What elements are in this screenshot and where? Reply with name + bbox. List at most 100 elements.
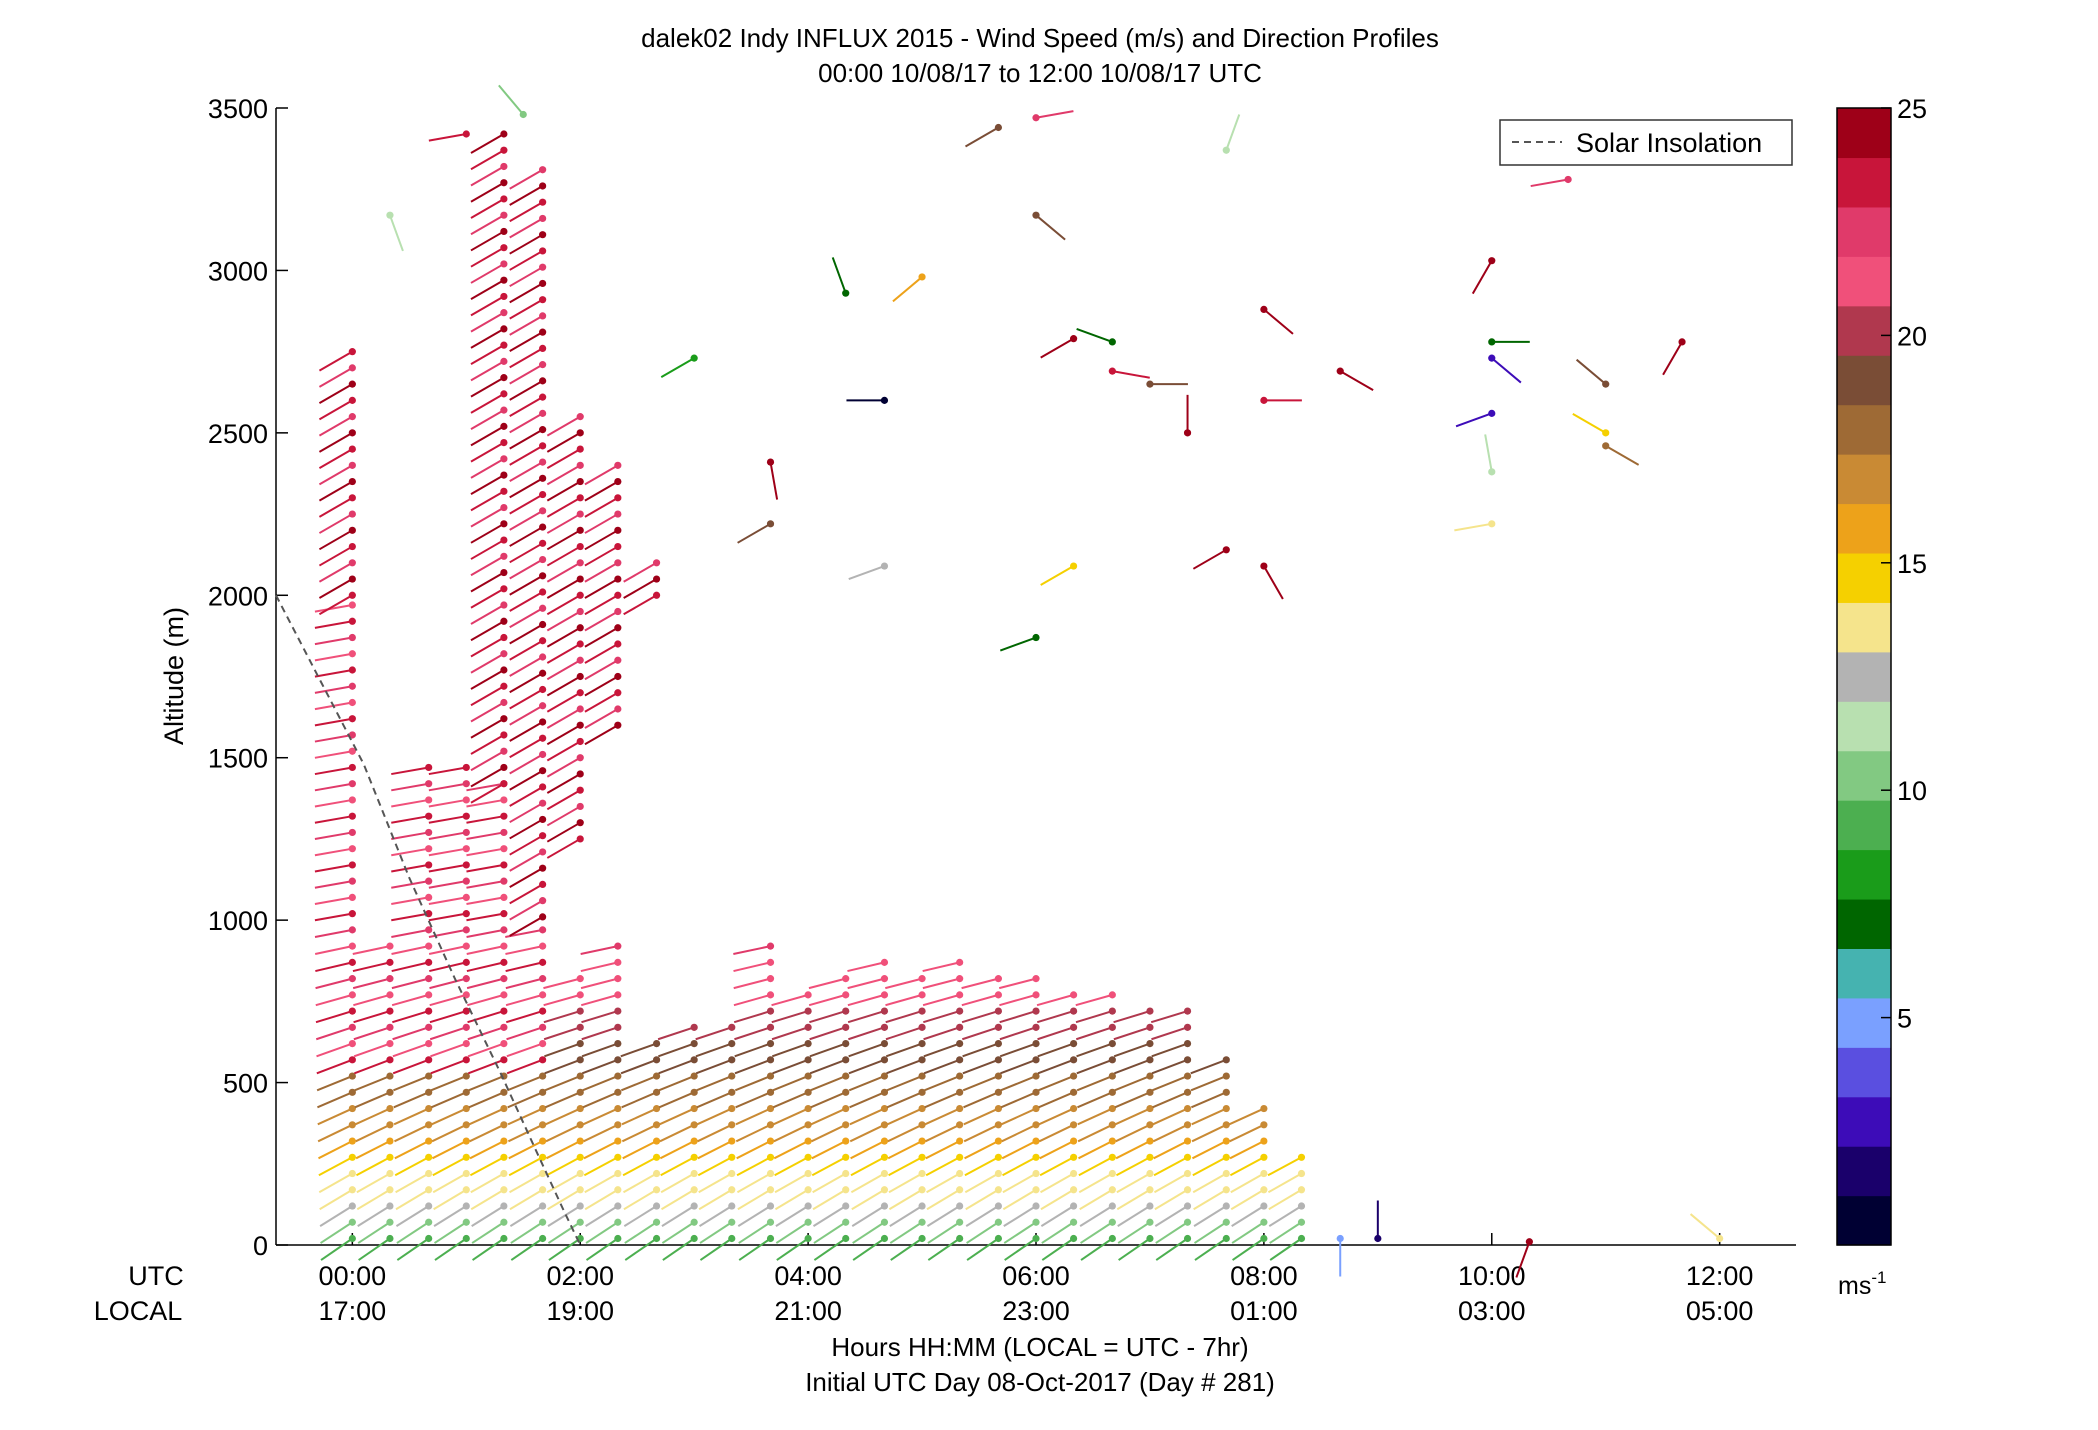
upper-barb-stem [470,230,505,252]
profile-barb-point [614,1121,622,1129]
profile-barb-point [462,828,470,837]
profile-barb-point [766,1072,775,1080]
profile-barb-point [766,1121,775,1129]
profile-barb-point [348,1202,356,1210]
upper-barb-point [348,542,356,551]
profile-barb-point [386,1039,394,1048]
profile-barb-point [994,1169,1002,1178]
profile-barb-stem [885,1010,923,1024]
upper-barb-stem [470,133,505,154]
scattered-barb-point [1183,429,1192,437]
upper-barb-point [539,783,547,791]
profile-barb-point [880,1186,889,1194]
profile-barb-stem [623,1205,658,1228]
profile-barb-point [1070,1169,1078,1178]
profile-barb-point [348,698,356,707]
upper-barb-stem [509,607,544,629]
scattered-barb-point [1032,211,1040,219]
upper-barb-stem [470,344,505,366]
profile-barb-stem [1001,1140,1037,1160]
profile-barb-point [462,763,470,772]
upper-barb-point [348,575,356,583]
upper-barb-stem [546,529,581,551]
profile-barb-stem [922,977,960,990]
upper-barb-stem [318,545,353,567]
upper-barb-point [576,802,584,811]
profile-barb-stem [392,1042,430,1058]
profile-barb-stem [736,1156,771,1177]
profile-barb-point [1070,991,1078,999]
profile-barb-stem [318,1140,353,1160]
scattered-barb-stem [498,84,525,116]
profile-barb-stem [391,928,429,938]
profile-barb-point [994,1023,1002,1031]
profile-barb-stem [965,1188,999,1211]
colorbar-segment [1837,849,1891,900]
upper-barb-stem [318,431,353,453]
profile-barb-point [652,1234,661,1243]
profile-barb-stem [429,1026,467,1041]
upper-barb-stem [584,691,619,713]
profile-barb-stem [963,1123,999,1143]
profile-barb-point [1032,1202,1040,1210]
local-row-label: LOCAL [94,1296,183,1326]
profile-barb-point [348,861,356,869]
profile-barb-stem [467,1010,505,1024]
profile-barb-point [690,1056,698,1064]
profile-barb-point [690,1072,698,1080]
profile-barb-point [804,1218,812,1226]
upper-barb-point [500,179,508,187]
profile-barb-stem [352,945,391,956]
profile-barb-stem [355,1140,391,1160]
profile-barb-point [462,861,470,869]
upper-barb-point [348,413,356,421]
upper-barb-stem [546,496,581,518]
profile-barb-stem [885,1042,923,1058]
profile-barb-point [348,991,356,999]
scattered-barb-stem [1471,260,1493,295]
upper-barb-point [614,559,622,567]
upper-barb-point [539,718,547,726]
profile-barb-stem [314,766,353,776]
profile-barb-point [994,975,1002,983]
profile-barb-point [348,1007,356,1015]
profile-barb-point [1260,1137,1268,1145]
upper-barb-stem [584,675,619,697]
profile-barb-point [804,1186,812,1194]
upper-barb-stem [546,740,581,762]
upper-barb-point [500,341,508,349]
profile-barb-point [918,1169,926,1178]
profile-barb-point [880,1039,889,1048]
upper-barb-point [500,568,508,577]
profile-barb-stem [1152,1123,1188,1143]
profile-barb-stem [466,815,505,824]
profile-barb-stem [320,1221,353,1244]
scattered-barb-stem [1662,341,1683,376]
profile-barb-point [576,1039,584,1048]
profile-barb-point [728,1202,736,1210]
profile-barb-point [690,1088,698,1096]
profile-barb-point [614,991,622,999]
profile-barb-point [1070,1088,1078,1096]
profile-barb-stem [736,1172,772,1194]
profile-barb-point [348,1137,356,1145]
profile-barb-point [1260,1121,1268,1129]
profile-barb-stem [1078,1172,1113,1194]
upper-barb-point [539,312,547,320]
profile-barb-point [690,1186,698,1194]
profile-barb-point [348,926,356,934]
profile-barb-stem [734,1058,771,1075]
upper-barb-point [539,361,547,369]
profile-barb-stem [623,1172,658,1194]
profile-barb-stem [1268,1205,1303,1228]
profile-barb-point [1070,1121,1078,1129]
upper-barb-stem [509,428,544,450]
colorbar-segment [1837,1047,1891,1098]
profile-barb-point [1222,1121,1230,1129]
upper-barb-stem [470,669,505,690]
profile-barb-point [804,1023,812,1031]
upper-barb-point [576,624,584,632]
y-tick-label: 2000 [208,581,268,611]
profile-barb-stem [733,977,771,990]
upper-barb-stem [318,513,353,534]
